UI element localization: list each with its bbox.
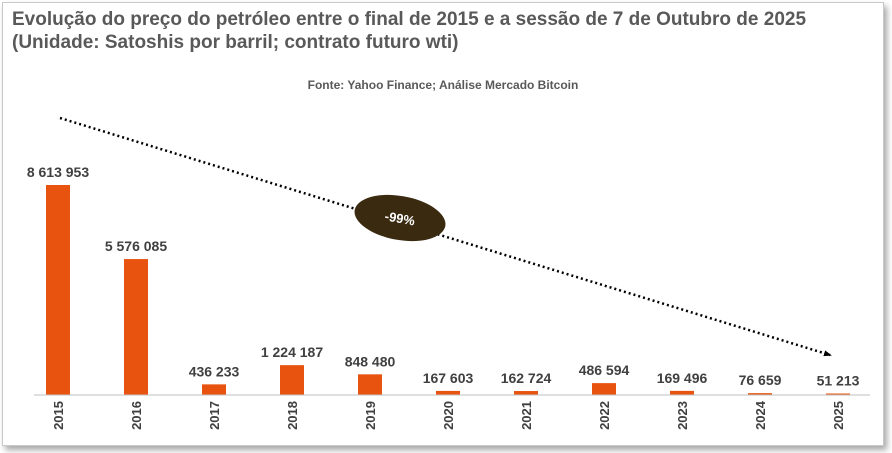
value-label-2015: 8 613 953: [27, 164, 89, 180]
value-label-2018: 1 224 187: [261, 344, 323, 360]
x-tick-2017: 2017: [207, 401, 222, 430]
trend-arrow: [59, 116, 832, 357]
value-label-2020: 167 603: [423, 370, 474, 386]
x-tick-2022: 2022: [597, 401, 612, 430]
value-label-2022: 486 594: [579, 362, 630, 378]
bar-2024: [748, 393, 772, 395]
bar-2016: [124, 259, 148, 395]
bars-group: [46, 185, 850, 395]
x-tick-2019: 2019: [363, 401, 378, 430]
x-tick-2020: 2020: [441, 401, 456, 430]
x-tick-2018: 2018: [285, 401, 300, 430]
bar-2018: [280, 365, 304, 395]
bar-2022: [592, 383, 616, 395]
x-tick-2021: 2021: [519, 401, 534, 430]
bar-2021: [514, 391, 538, 395]
x-tick-2024: 2024: [753, 400, 768, 430]
change-badge-ellipse: [354, 194, 446, 242]
value-label-2017: 436 233: [189, 363, 240, 379]
bar-2020: [436, 390, 460, 395]
chart-title: Evolução do preço do petróleo entre o fi…: [12, 9, 807, 53]
bar-2015: [46, 185, 70, 395]
x-tick-2015: 2015: [51, 401, 66, 430]
x-tick-2025: 2025: [831, 401, 846, 430]
value-label-2019: 848 480: [345, 353, 396, 369]
value-label-2021: 162 724: [501, 370, 552, 386]
value-label-2023: 169 496: [657, 370, 708, 386]
value-label-2025: 51 213: [817, 373, 860, 389]
x-tick-2016: 2016: [129, 401, 144, 430]
change-badge: -99%: [354, 194, 446, 242]
bar-2017: [202, 384, 226, 395]
chart-subtitle: Fonte: Yahoo Finance; Análise Mercado Bi…: [307, 78, 579, 92]
x-tick-labels-group: 2015 2016 2017 2018 2019 2020 2021 2022 2023 2024…: [51, 400, 846, 430]
bar-2019: [358, 374, 382, 395]
change-badge-label: -99%: [384, 208, 417, 228]
bar-2023: [670, 390, 694, 395]
bar-2025: [826, 393, 850, 395]
x-tick-2023: 2023: [675, 401, 690, 430]
value-label-2024: 76 659: [739, 372, 782, 388]
value-labels-group: 8 613 953 5 576 085 436 233 1 224 187 848 48…: [27, 164, 860, 389]
value-label-2016: 5 576 085: [105, 238, 167, 254]
